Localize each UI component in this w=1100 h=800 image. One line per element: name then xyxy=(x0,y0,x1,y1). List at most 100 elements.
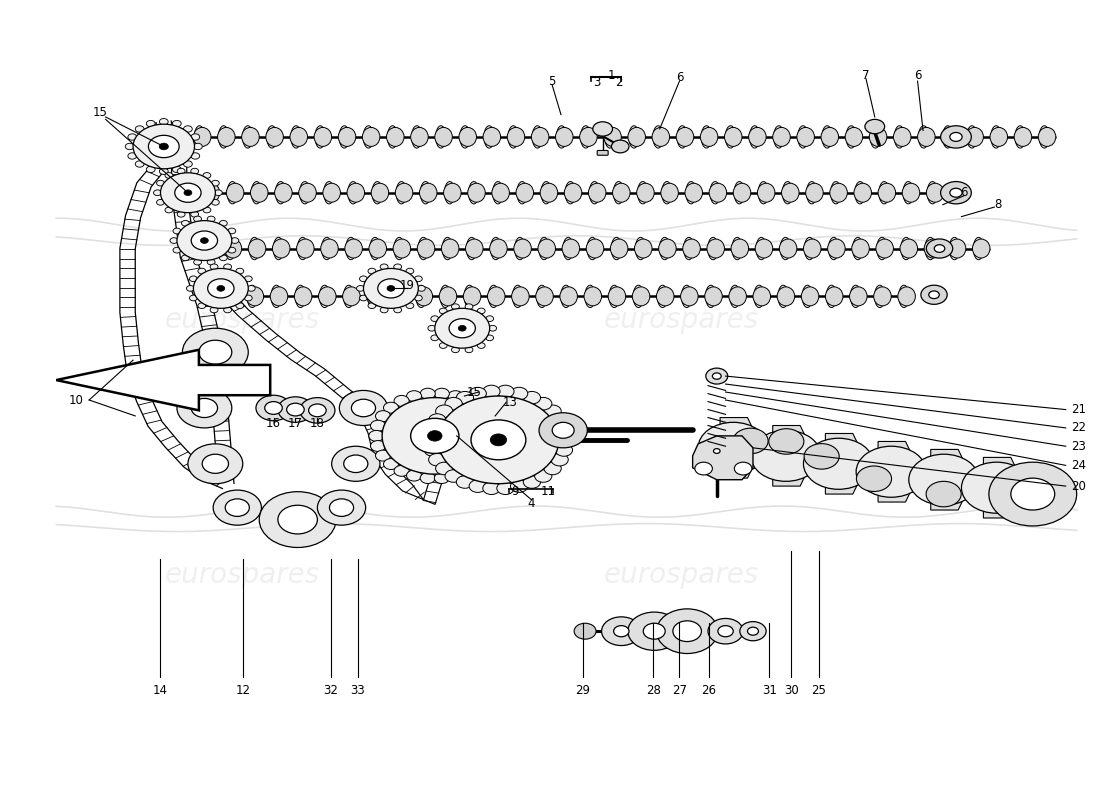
Text: eurospares: eurospares xyxy=(604,306,759,334)
Circle shape xyxy=(751,430,821,482)
Circle shape xyxy=(551,414,569,426)
Ellipse shape xyxy=(219,126,229,148)
Circle shape xyxy=(351,399,375,417)
Ellipse shape xyxy=(493,182,504,204)
Text: eurospares: eurospares xyxy=(604,562,759,590)
Circle shape xyxy=(612,140,629,153)
Circle shape xyxy=(135,126,144,132)
Circle shape xyxy=(219,221,228,226)
Ellipse shape xyxy=(803,239,821,258)
Circle shape xyxy=(184,161,192,167)
Ellipse shape xyxy=(491,238,502,260)
Ellipse shape xyxy=(562,239,580,258)
Ellipse shape xyxy=(967,126,977,148)
Polygon shape xyxy=(983,458,1019,518)
Circle shape xyxy=(188,444,243,484)
Ellipse shape xyxy=(584,287,602,306)
Ellipse shape xyxy=(321,239,338,258)
Circle shape xyxy=(552,422,574,438)
Circle shape xyxy=(190,211,199,217)
Ellipse shape xyxy=(855,182,866,204)
Circle shape xyxy=(160,143,168,150)
Ellipse shape xyxy=(756,239,772,258)
Ellipse shape xyxy=(178,183,196,202)
Ellipse shape xyxy=(169,127,187,146)
Circle shape xyxy=(446,470,462,482)
Circle shape xyxy=(194,259,201,265)
Circle shape xyxy=(375,410,390,422)
Circle shape xyxy=(695,462,713,475)
Circle shape xyxy=(417,286,426,291)
Circle shape xyxy=(486,430,500,442)
Circle shape xyxy=(204,173,211,178)
Ellipse shape xyxy=(275,183,293,202)
Circle shape xyxy=(125,143,134,150)
Circle shape xyxy=(602,617,641,646)
Text: 17: 17 xyxy=(288,418,302,430)
Circle shape xyxy=(556,423,573,436)
Ellipse shape xyxy=(228,182,238,204)
Polygon shape xyxy=(772,426,807,486)
Ellipse shape xyxy=(514,239,531,258)
Ellipse shape xyxy=(870,126,881,148)
Ellipse shape xyxy=(565,182,575,204)
Ellipse shape xyxy=(749,127,767,146)
Circle shape xyxy=(170,238,178,243)
Circle shape xyxy=(384,458,398,470)
Circle shape xyxy=(375,450,390,461)
Ellipse shape xyxy=(754,287,770,306)
Ellipse shape xyxy=(563,238,573,260)
Circle shape xyxy=(439,342,448,348)
Ellipse shape xyxy=(271,287,288,306)
Ellipse shape xyxy=(949,238,959,260)
Circle shape xyxy=(191,398,218,418)
Circle shape xyxy=(429,414,446,426)
Circle shape xyxy=(210,307,218,313)
Circle shape xyxy=(160,118,168,125)
Ellipse shape xyxy=(804,238,815,260)
Circle shape xyxy=(368,303,376,309)
Polygon shape xyxy=(56,350,271,410)
Ellipse shape xyxy=(874,285,886,307)
Circle shape xyxy=(265,402,283,414)
Circle shape xyxy=(184,126,192,132)
Circle shape xyxy=(718,626,734,637)
Circle shape xyxy=(748,627,759,635)
Circle shape xyxy=(244,295,252,301)
Circle shape xyxy=(184,190,191,195)
Circle shape xyxy=(439,308,448,314)
Ellipse shape xyxy=(990,127,1008,146)
Circle shape xyxy=(535,470,552,482)
Ellipse shape xyxy=(662,182,672,204)
Ellipse shape xyxy=(387,126,398,148)
Circle shape xyxy=(183,328,249,376)
Ellipse shape xyxy=(393,239,410,258)
Ellipse shape xyxy=(780,238,791,260)
FancyBboxPatch shape xyxy=(597,150,608,155)
Circle shape xyxy=(996,482,1031,508)
Text: 6: 6 xyxy=(914,69,922,82)
Circle shape xyxy=(448,390,463,402)
Ellipse shape xyxy=(942,127,959,146)
Ellipse shape xyxy=(487,287,505,306)
Circle shape xyxy=(471,458,486,470)
Circle shape xyxy=(484,441,499,451)
Ellipse shape xyxy=(275,182,286,204)
Ellipse shape xyxy=(323,183,340,202)
Circle shape xyxy=(921,285,947,304)
Ellipse shape xyxy=(344,239,362,258)
Ellipse shape xyxy=(609,285,619,307)
Ellipse shape xyxy=(469,182,480,204)
Text: 26: 26 xyxy=(702,685,716,698)
Circle shape xyxy=(733,428,768,454)
Ellipse shape xyxy=(636,238,646,260)
Circle shape xyxy=(219,255,228,261)
Text: 11: 11 xyxy=(540,485,556,498)
Ellipse shape xyxy=(710,183,727,202)
Text: 29: 29 xyxy=(575,685,591,698)
Circle shape xyxy=(207,259,216,265)
Circle shape xyxy=(497,482,514,494)
Ellipse shape xyxy=(903,182,914,204)
Ellipse shape xyxy=(806,182,817,204)
Circle shape xyxy=(420,388,436,399)
